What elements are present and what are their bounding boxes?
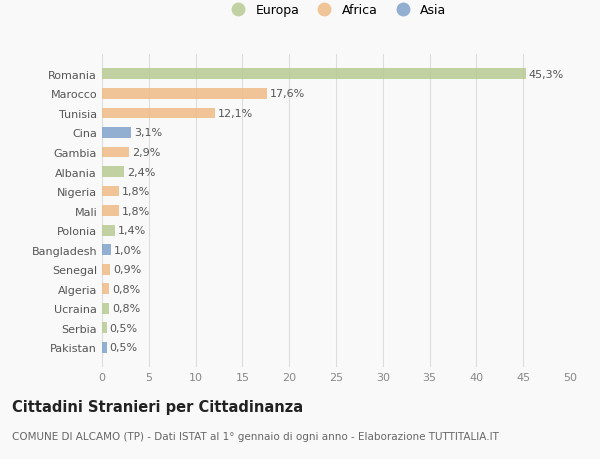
Text: 12,1%: 12,1% xyxy=(218,109,253,118)
Text: 1,8%: 1,8% xyxy=(122,206,150,216)
Bar xyxy=(102,245,112,256)
Bar xyxy=(102,225,115,236)
Text: 45,3%: 45,3% xyxy=(529,70,564,79)
Text: 2,9%: 2,9% xyxy=(132,148,160,157)
Text: 2,4%: 2,4% xyxy=(127,167,155,177)
Bar xyxy=(102,303,109,314)
Text: 0,5%: 0,5% xyxy=(109,323,137,333)
Text: Cittadini Stranieri per Cittadinanza: Cittadini Stranieri per Cittadinanza xyxy=(12,399,303,414)
Bar xyxy=(102,108,215,119)
Text: 0,9%: 0,9% xyxy=(113,265,142,274)
Bar xyxy=(102,186,119,197)
Text: 1,0%: 1,0% xyxy=(114,245,142,255)
Text: 1,4%: 1,4% xyxy=(118,226,146,235)
Bar xyxy=(102,342,107,353)
Text: 3,1%: 3,1% xyxy=(134,128,162,138)
Text: COMUNE DI ALCAMO (TP) - Dati ISTAT al 1° gennaio di ogni anno - Elaborazione TUT: COMUNE DI ALCAMO (TP) - Dati ISTAT al 1°… xyxy=(12,431,499,442)
Bar xyxy=(102,167,124,178)
Text: 0,8%: 0,8% xyxy=(112,304,140,313)
Legend: Europa, Africa, Asia: Europa, Africa, Asia xyxy=(221,0,452,22)
Bar xyxy=(102,323,107,334)
Bar xyxy=(102,89,267,100)
Bar xyxy=(102,264,110,275)
Text: 0,5%: 0,5% xyxy=(109,343,137,353)
Text: 0,8%: 0,8% xyxy=(112,284,140,294)
Bar xyxy=(102,128,131,139)
Bar xyxy=(102,147,129,158)
Bar xyxy=(102,69,526,80)
Text: 17,6%: 17,6% xyxy=(269,89,305,99)
Bar xyxy=(102,284,109,295)
Bar xyxy=(102,206,119,217)
Text: 1,8%: 1,8% xyxy=(122,187,150,196)
